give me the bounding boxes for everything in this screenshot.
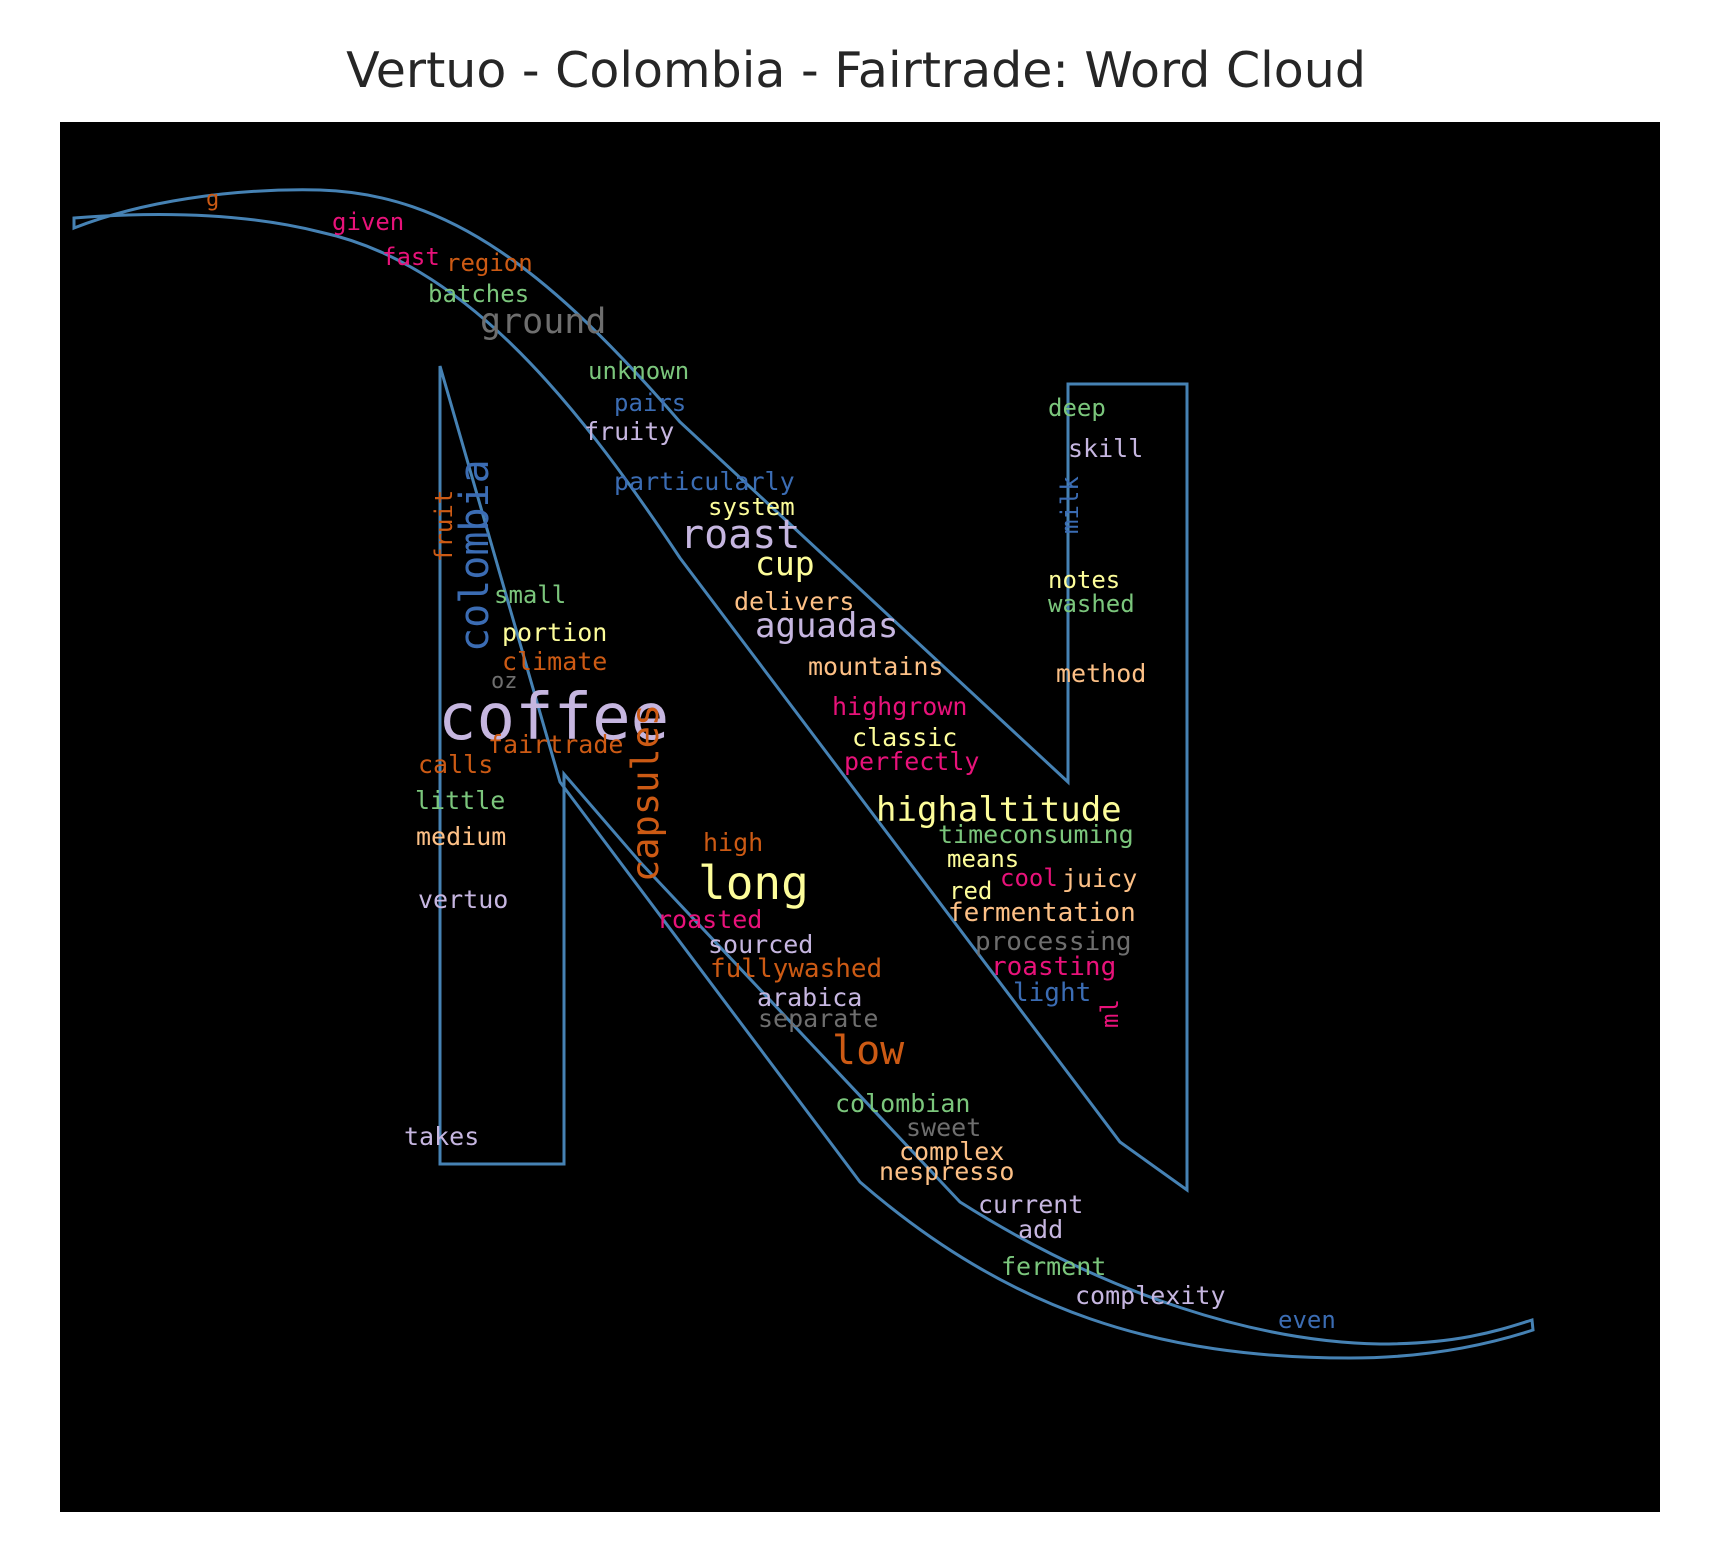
word-cool: cool [1000,864,1058,892]
word-cloud-panel: g given fast region batches ground unknown pair… [60,122,1660,1512]
word-given: given [332,208,404,236]
word-capsules: capsules [624,704,667,882]
word-processing: processing [975,927,1132,957]
word-climate: climate [502,647,607,676]
word-unknown: unknown [588,357,689,385]
word-red: red [949,877,992,905]
word-complex: complex [899,1137,1004,1166]
word-light: light [1013,978,1091,1008]
word-sweet: sweet [906,1113,981,1142]
word-method: method [1056,659,1146,688]
word-portion: portion [502,618,607,647]
word-deep: deep [1048,394,1106,422]
word-even: even [1278,1306,1336,1334]
word-fruit: fruit [430,490,458,562]
word-fast: fast [382,243,440,271]
word-cup: cup [755,544,815,583]
word-highgrown: highgrown [832,692,967,721]
word-oz: oz [491,669,518,694]
word-nespresso: nespresso [879,1157,1014,1186]
word-roast: roast [680,512,800,558]
word-small: small [494,581,566,609]
word-means: means [947,845,1019,873]
word-milk: milk [1056,476,1084,534]
word-calls: calls [418,750,493,779]
word-aguadas: aguadas [755,606,898,646]
word-sourced: sourced [708,930,813,959]
word-washed: washed [1048,590,1135,618]
word-classic: classic [852,723,957,752]
word-pairs: pairs [614,389,686,417]
word-little: little [415,786,505,815]
word-fermentation: fermentation [948,898,1136,928]
word-highaltitude: highaltitude [876,790,1122,830]
word-perfectly: perfectly [844,747,979,776]
word-skill: skill [1068,434,1143,463]
word-fairtrade: fairtrade [488,730,623,759]
word-vertuo: vertuo [418,885,508,914]
word-high: high [703,828,763,857]
word-low: low [832,1028,905,1074]
word-fruity: fruity [584,417,674,446]
word-notes: notes [1048,566,1120,594]
outline-top-swoosh [72,188,1189,1193]
word-takes: takes [404,1122,479,1151]
word-mountains: mountains [808,652,943,681]
word-medium: medium [416,822,506,851]
word-current: current [978,1190,1083,1219]
word-ml: ml [1096,999,1124,1028]
word-long: long [698,856,809,910]
word-complexity: complexity [1075,1281,1226,1310]
word-coffee: coffee [438,681,669,755]
word-particularly: particularly [614,467,795,496]
word-ferment: ferment [1001,1252,1106,1281]
word-ground: ground [480,302,606,342]
word-colombian: colombian [835,1089,970,1118]
word-system: system [708,493,795,521]
outline-bottom-swoosh [438,365,1535,1360]
word-add: add [1018,1215,1063,1244]
page-title: Vertuo - Colombia - Fairtrade: Word Clou… [346,42,1366,99]
word-timeconsuming: timeconsuming [938,820,1134,849]
word-separate: separate [758,1004,878,1033]
word-g: g [206,187,219,212]
word-colombia: colombia [452,459,498,652]
word-region: region [446,249,533,277]
word-batches: batches [428,280,529,308]
logo-outline [72,188,1535,1360]
word-arabica: arabica [757,983,862,1012]
word-fullywashed: fullywashed [710,954,882,984]
word-juicy: juicy [1062,864,1137,893]
word-roasted: roasted [657,905,762,934]
word-roasting: roasting [991,952,1116,982]
word-delivers: delivers [734,587,854,616]
